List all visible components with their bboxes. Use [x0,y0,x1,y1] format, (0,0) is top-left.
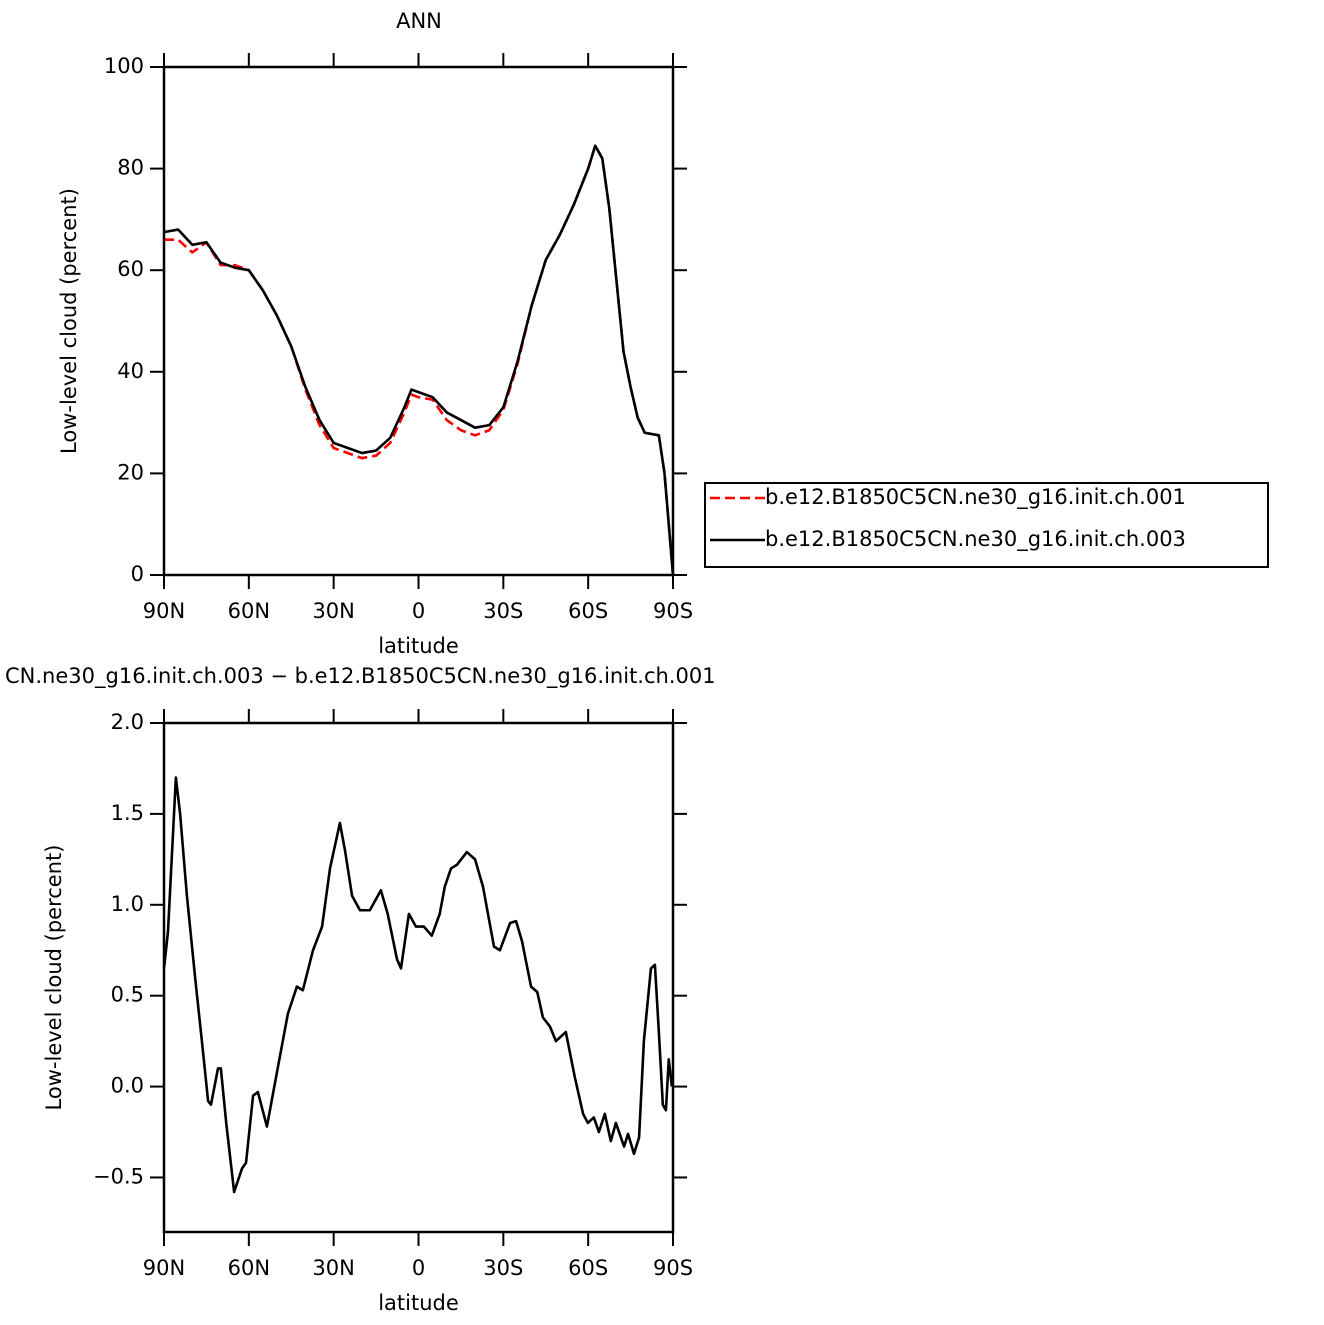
data-line [164,144,675,576]
x-tick-label: 90S [653,1256,693,1280]
chart-title: ANN [396,9,442,33]
x-tick-label: 30N [312,599,354,623]
y-tick-label: 40 [117,359,144,383]
x-axis-label: latitude [378,634,459,658]
y-tick-label: 2.0 [111,710,144,734]
legend-label: b.e12.B1850C5CN.ne30_g16.init.ch.003 [765,527,1186,552]
data-line [162,776,674,1194]
y-tick-label: 20 [117,460,144,484]
y-tick-label: −0.5 [93,1164,144,1188]
x-tick-label: 90N [143,599,185,623]
x-tick-label: 90S [653,599,693,623]
x-tick-label: 60N [228,1256,270,1280]
x-tick-label: 0 [412,1256,425,1280]
y-tick-label: 1.0 [111,892,144,916]
plot-frame [162,721,675,1234]
y-tick-label: 1.5 [111,801,144,825]
x-tick-label: 90N [143,1256,185,1280]
y-tick-label: 60 [117,257,144,281]
legend-box [704,482,1269,568]
x-tick-label: 0 [412,599,425,623]
x-tick-label: 60N [228,599,270,623]
x-tick-label: 60S [568,1256,608,1280]
chart-title: CN.ne30_g16.init.ch.003 − b.e12.B1850C5C… [5,664,716,689]
x-axis-label: latitude [378,1291,459,1315]
x-tick-label: 30N [312,1256,354,1280]
x-tick-label: 30S [483,599,523,623]
y-tick-label: 0 [131,562,144,586]
y-tick-label: 80 [117,156,144,180]
data-line [163,144,675,576]
y-tick-label: 0.0 [111,1074,144,1098]
y-tick-label: 100 [104,54,144,78]
legend-label: b.e12.B1850C5CN.ne30_g16.init.ch.001 [765,485,1186,510]
x-tick-label: 60S [568,599,608,623]
y-axis-label: Low-level cloud (percent) [57,188,81,454]
plot-frame [162,65,675,577]
x-tick-label: 30S [483,1256,523,1280]
y-axis-label: Low-level cloud (percent) [42,845,66,1111]
y-tick-label: 0.5 [111,983,144,1007]
